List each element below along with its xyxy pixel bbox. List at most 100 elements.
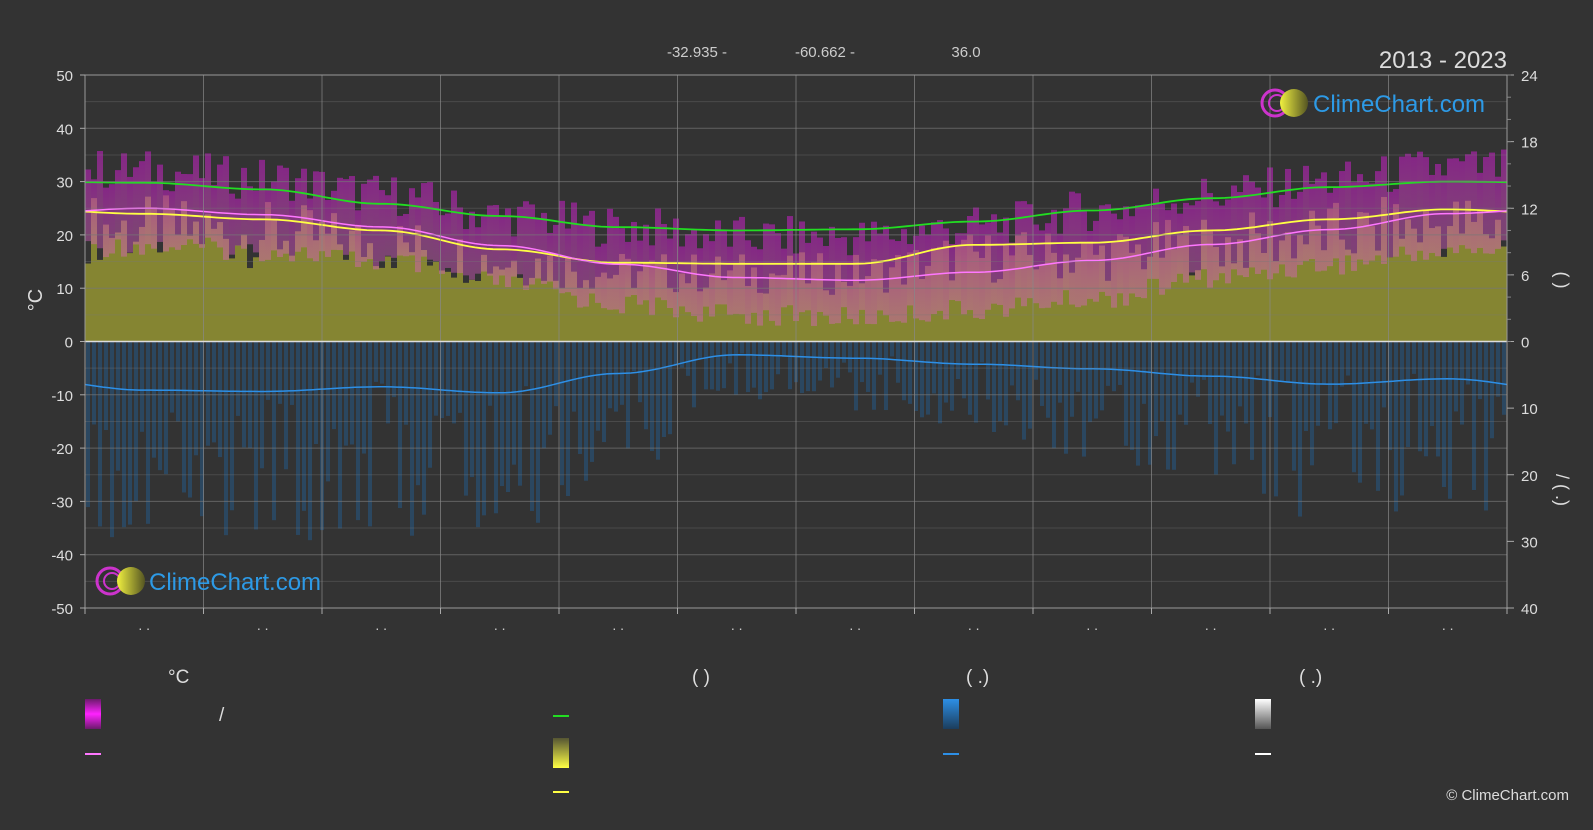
temp-range-bar	[1003, 217, 1009, 317]
sunshine-bar	[1261, 252, 1267, 342]
precip-bar	[1346, 341, 1350, 376]
left-tick-label: 10	[56, 281, 73, 298]
sunshine-bar	[163, 195, 169, 342]
right-tick-label: 18	[1521, 135, 1538, 152]
precip-bar	[188, 341, 192, 498]
precip-bar	[1136, 341, 1140, 466]
precip-bar	[206, 341, 210, 446]
temp-range-bar	[817, 237, 823, 312]
precip-bar	[1418, 341, 1422, 452]
month-tick-label: . .	[494, 617, 506, 633]
precip-bar	[158, 341, 162, 471]
temp-range-bar	[433, 201, 439, 262]
temp-range-bar	[709, 241, 715, 317]
temp-range-bar	[1087, 230, 1093, 299]
precip-bar	[134, 341, 138, 502]
logo-top[interactable]: ClimeChart.com	[1260, 88, 1485, 118]
precip-bar	[974, 341, 978, 423]
sunshine-bar	[85, 263, 91, 342]
sunshine-bar	[1399, 238, 1405, 342]
temp-range-bar	[901, 229, 907, 323]
sunshine-bar	[205, 214, 211, 342]
temp-range-bar	[1033, 224, 1039, 304]
temp-range-bar	[565, 228, 571, 293]
temp-range-bar	[451, 190, 457, 273]
precip-bar	[128, 341, 132, 525]
temp-range-bar	[1183, 202, 1189, 283]
sunshine-bar	[91, 198, 97, 342]
precip-bar	[110, 341, 114, 538]
temp-range-bar	[307, 198, 313, 259]
precip-bar	[476, 341, 480, 528]
sunshine-bar	[583, 280, 589, 342]
sunshine-bar	[1507, 234, 1513, 341]
sunshine-bar	[127, 253, 133, 342]
temp-range-bar	[991, 214, 997, 304]
precip-bar	[224, 341, 228, 536]
temp-range-bar	[553, 224, 559, 290]
temp-range-bar	[733, 220, 739, 314]
precip-bar	[914, 341, 918, 412]
month-tick-label: . .	[1442, 617, 1454, 633]
temp-range-bar	[229, 193, 235, 255]
temp-range-bar	[1045, 223, 1051, 308]
precip-bar	[1310, 341, 1314, 466]
precip-bar	[98, 341, 102, 527]
axes: 50 40 30 20 10 0 -10 -20 -30 -40 -50 24 18 12 6 0 10 20 30…	[51, 68, 1537, 633]
precip-bar	[350, 341, 354, 445]
sunshine-bar	[343, 259, 349, 342]
precip-bar	[1406, 341, 1410, 447]
sunshine-bar	[1345, 249, 1351, 342]
copyright-text: © ClimeChart.com	[1446, 787, 1569, 804]
temp-range-bar	[379, 190, 385, 262]
sunshine-bar	[109, 237, 115, 342]
temp-range-bar	[547, 232, 553, 282]
temp-range-bar	[1405, 153, 1411, 255]
precip-bar	[1220, 341, 1224, 416]
temp-range-bar	[349, 176, 355, 252]
precip-bar	[1466, 341, 1470, 385]
precip-bar	[386, 341, 390, 424]
sunshine-bar	[337, 244, 343, 342]
temp-range-bar	[667, 238, 673, 309]
precip-bar	[428, 341, 432, 468]
temp-range-bar	[217, 164, 223, 248]
temp-range-bar	[697, 248, 703, 322]
sunshine-bar	[1309, 210, 1315, 342]
temp-range-bar	[1027, 204, 1033, 299]
temp-range-bar	[541, 212, 547, 284]
temp-range-bar	[1411, 157, 1417, 261]
precip-bar	[530, 341, 534, 511]
sunshine-bar	[385, 256, 391, 342]
temp-range-bar	[193, 155, 199, 244]
sunshine-bar	[493, 266, 499, 342]
sunshine-bar	[553, 280, 559, 342]
sunshine-bar	[235, 245, 241, 342]
logo-bottom[interactable]: ClimeChart.com	[95, 566, 321, 596]
right-tick-label: 0	[1521, 335, 1529, 352]
sunshine-bar	[637, 271, 643, 342]
temp-range-bar	[1423, 157, 1429, 260]
precip-bar	[944, 341, 948, 403]
precip-bar	[1352, 341, 1356, 473]
precip-bar	[1088, 341, 1092, 423]
precip-bar	[266, 341, 270, 400]
sunshine-bar	[1357, 212, 1363, 342]
precip-bar	[998, 341, 1002, 422]
sunshine-bar	[949, 280, 955, 342]
precip-bar	[1388, 341, 1392, 451]
precip-bar	[122, 341, 126, 528]
temp-range-bar	[775, 233, 781, 326]
precip-bar	[1484, 341, 1488, 511]
temp-range-bar	[325, 199, 331, 257]
sunshine-bar	[1393, 204, 1399, 342]
precip-bar	[992, 341, 996, 433]
precip-bar	[650, 341, 654, 451]
precip-bar	[968, 341, 972, 415]
sunshine-bar	[451, 277, 457, 342]
temp-range-bar	[913, 235, 919, 319]
temp-range-bar	[163, 190, 169, 252]
sunshine-bar	[1183, 225, 1189, 342]
temp-range-bar	[751, 246, 757, 313]
temp-range-bar	[727, 246, 733, 315]
